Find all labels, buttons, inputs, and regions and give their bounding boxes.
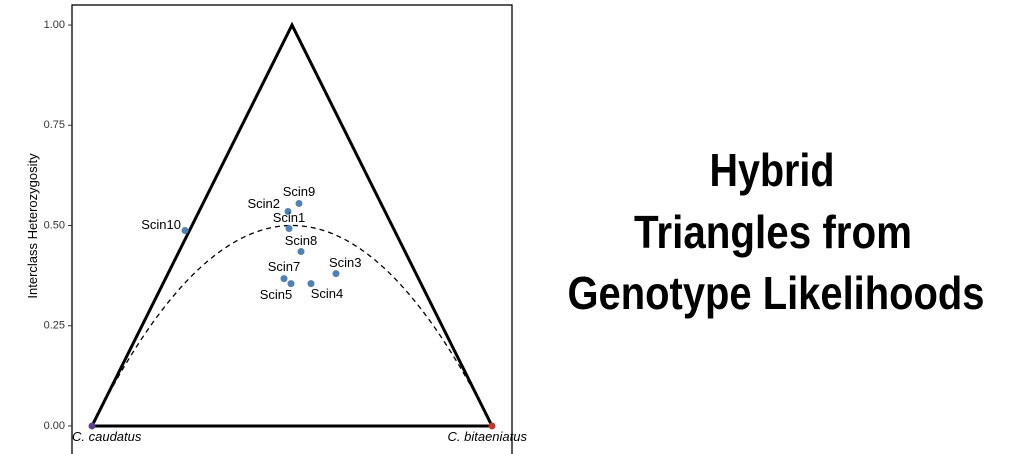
point-label: Scin2 — [247, 196, 280, 211]
y-tick-label: 1.00 — [44, 19, 65, 31]
point — [297, 248, 305, 256]
plot-frame — [71, 4, 513, 454]
y-tick-label: 0.00 — [44, 420, 65, 432]
point — [307, 280, 315, 288]
point-label: Scin7 — [268, 259, 301, 274]
point-label: Scin5 — [260, 287, 293, 302]
point — [332, 270, 340, 278]
parent-point — [488, 422, 496, 430]
point — [295, 199, 303, 207]
y-tick-label: 0.50 — [44, 219, 65, 231]
hwe-curve — [91, 224, 493, 427]
point-label: Scin1 — [273, 210, 306, 225]
point — [181, 227, 189, 235]
title-line: Hybrid — [710, 144, 835, 196]
y-axis-label: Interclass Heterozygosity — [25, 153, 40, 299]
point-label: Scin4 — [311, 286, 344, 301]
point — [280, 275, 288, 283]
point-label: Scin9 — [283, 184, 316, 199]
point — [284, 207, 292, 215]
y-tick-label: 0.75 — [44, 119, 65, 131]
point-label: Scin10 — [141, 217, 181, 232]
parent-point — [88, 422, 96, 430]
point — [287, 280, 295, 288]
triangle — [89, 21, 495, 428]
title-line: Triangles from — [634, 206, 912, 258]
point-label: Scin3 — [329, 255, 362, 270]
parent-label: C. caudatus — [72, 429, 142, 444]
point-label: Scin8 — [285, 233, 318, 248]
y-tick-label: 0.25 — [44, 320, 65, 332]
title-line: Genotype Likelihoods — [568, 267, 985, 319]
parent-label: C. bitaeniatus — [448, 429, 528, 444]
point — [285, 225, 293, 233]
